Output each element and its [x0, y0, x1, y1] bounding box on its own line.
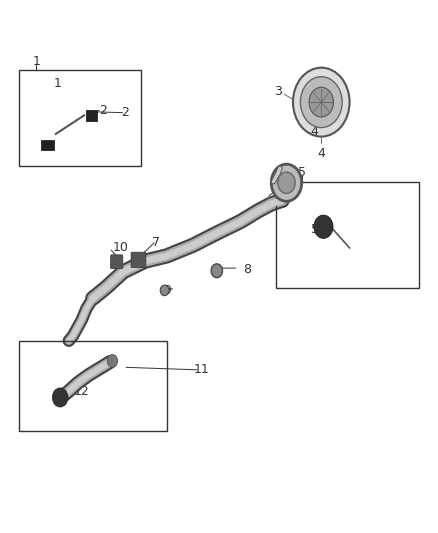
FancyBboxPatch shape	[131, 252, 146, 268]
FancyBboxPatch shape	[111, 255, 123, 269]
Text: 7: 7	[152, 236, 160, 249]
Text: 4: 4	[311, 125, 319, 138]
Text: 10: 10	[113, 241, 129, 254]
Text: 2: 2	[99, 103, 107, 117]
Text: 1: 1	[54, 77, 62, 90]
Text: 8: 8	[243, 263, 251, 276]
Text: 6: 6	[263, 199, 271, 212]
Circle shape	[211, 264, 223, 278]
Bar	[86, 110, 97, 120]
Circle shape	[309, 87, 333, 117]
Circle shape	[293, 68, 350, 136]
Text: 11: 11	[194, 364, 209, 376]
Text: 4: 4	[318, 147, 325, 160]
Text: 5: 5	[298, 166, 306, 179]
Text: 9: 9	[163, 284, 171, 297]
Circle shape	[107, 354, 117, 367]
Bar	[276, 182, 419, 288]
Circle shape	[314, 215, 333, 238]
Text: 3: 3	[311, 80, 319, 93]
Text: 1: 1	[32, 55, 40, 68]
Bar	[41, 140, 53, 150]
Text: 12: 12	[74, 385, 90, 398]
Bar	[19, 341, 167, 431]
Circle shape	[300, 77, 342, 127]
Bar	[19, 70, 141, 166]
Text: 3: 3	[274, 85, 282, 98]
Circle shape	[278, 172, 295, 193]
Text: 5: 5	[311, 223, 319, 236]
Circle shape	[52, 388, 68, 407]
Text: 2: 2	[121, 106, 129, 119]
Circle shape	[160, 285, 169, 296]
Circle shape	[271, 164, 302, 201]
